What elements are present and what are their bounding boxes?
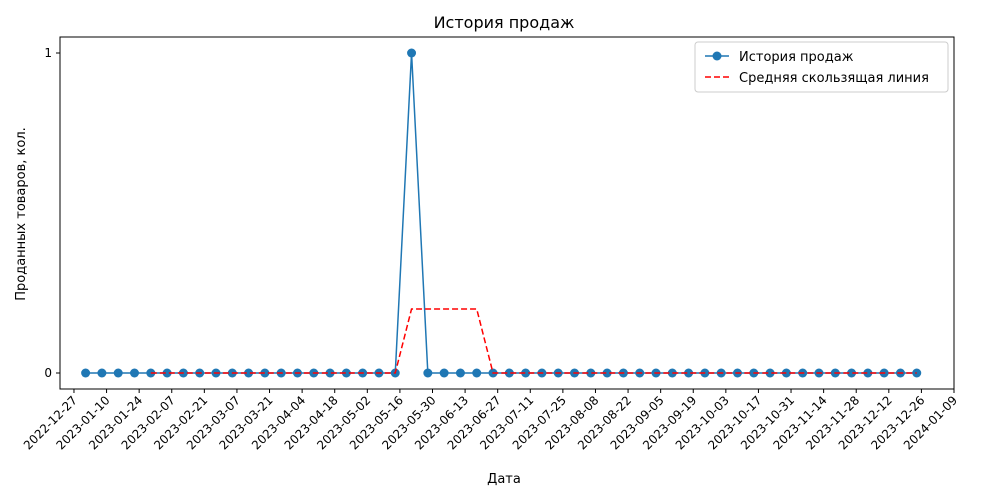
y-tick-label: 1 [44, 46, 52, 60]
series-point [667, 368, 677, 378]
series-point [244, 368, 254, 378]
series-point [341, 368, 351, 378]
series-point [162, 368, 172, 378]
series-point [81, 368, 91, 378]
series-point [113, 368, 123, 378]
series-point [407, 48, 417, 58]
series-point [423, 368, 433, 378]
series-point [260, 368, 270, 378]
series-point [765, 368, 775, 378]
series-point [586, 368, 596, 378]
series-point [146, 368, 156, 378]
y-axis-label: Проданных товаров, кол. [14, 127, 29, 301]
plot-frame [59, 36, 955, 390]
series-point [602, 368, 612, 378]
series-line-1 [150, 308, 917, 374]
series-point [455, 368, 465, 378]
series-point [684, 368, 694, 378]
series-point [97, 368, 107, 378]
x-axis-label: Дата [487, 472, 521, 487]
legend-marker-sales [712, 51, 722, 61]
legend-box [694, 41, 949, 93]
legend: История продаж Средняя скользящая линия [694, 41, 949, 93]
series-point [504, 368, 514, 378]
series-point [521, 368, 531, 378]
series-point [130, 368, 139, 378]
series-point [472, 368, 482, 378]
series-point [325, 368, 335, 378]
chart-title: История продаж [434, 13, 575, 32]
y-tick-label: 0 [44, 366, 52, 380]
y-axis-ticks: 01 [44, 46, 60, 380]
series-point [847, 368, 857, 378]
series-point [781, 368, 791, 378]
series-point [863, 368, 873, 378]
legend-label-moving-average: Средняя скользящая линия [739, 71, 929, 86]
series-point [439, 368, 449, 378]
legend-label-sales: История продаж [739, 50, 854, 65]
plot-area [59, 36, 955, 390]
